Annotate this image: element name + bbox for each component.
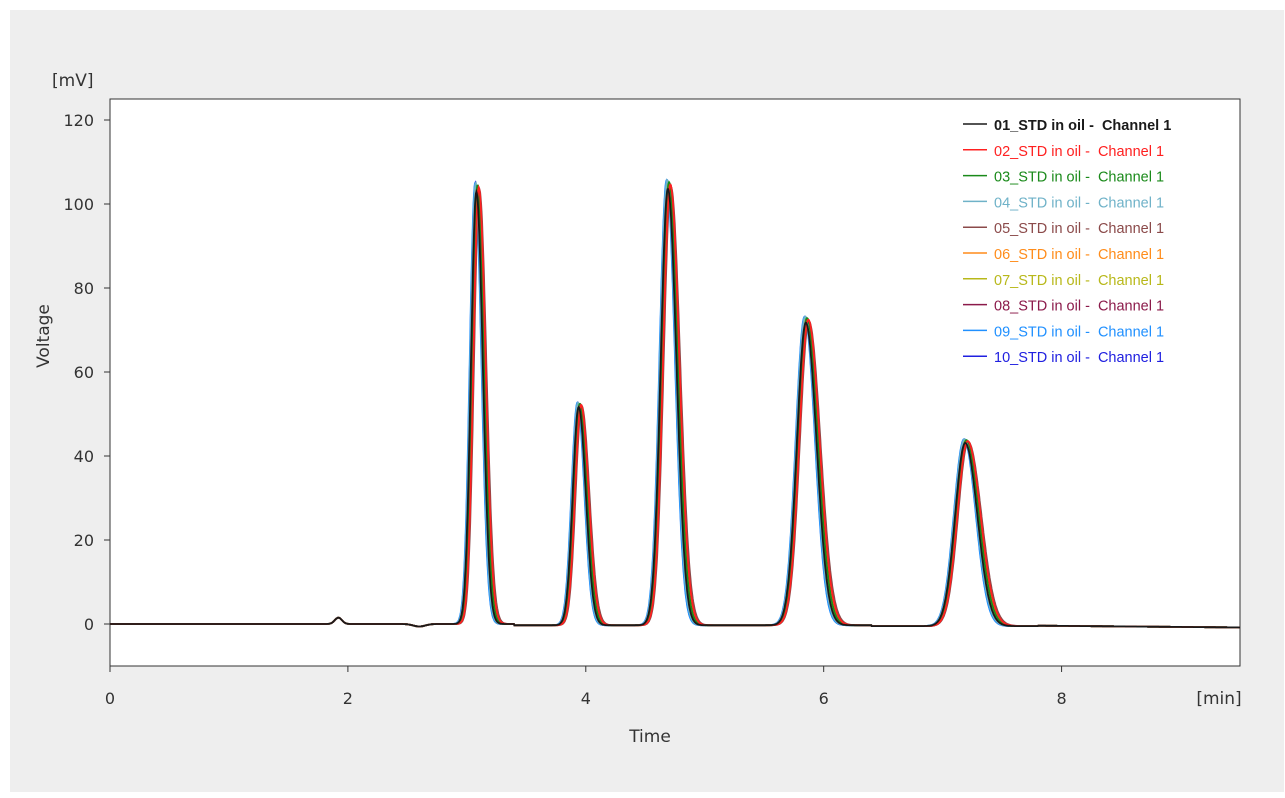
series-line-1 xyxy=(110,188,1240,629)
x-unit-label: [min] xyxy=(1196,689,1241,709)
y-tick-label: 80 xyxy=(74,279,94,298)
y-unit-label: [mV] xyxy=(52,71,93,91)
y-axis-title: Voltage xyxy=(34,304,54,368)
legend-label: 02_STD in oil - Channel 1 xyxy=(994,144,1164,160)
legend-label: 01_STD in oil - Channel 1 xyxy=(994,118,1171,134)
legend-label: 07_STD in oil - Channel 1 xyxy=(994,273,1164,289)
y-tick-label: 0 xyxy=(84,615,94,634)
x-axis-title: Time xyxy=(628,727,671,747)
y-tick-label: 120 xyxy=(63,111,94,130)
x-tick-label: 6 xyxy=(819,689,829,708)
x-tick-label: 0 xyxy=(105,689,115,708)
series-layer xyxy=(110,178,1240,629)
legend-label: 05_STD in oil - Channel 1 xyxy=(994,221,1164,237)
legend-label: 08_STD in oil - Channel 1 xyxy=(994,299,1164,315)
y-tick-label: 20 xyxy=(74,531,94,550)
legend-label: 04_STD in oil - Channel 1 xyxy=(994,195,1164,211)
legend: 01_STD in oil - Channel 1 02_STD in oil -… xyxy=(963,118,1171,366)
legend-label: 03_STD in oil - Channel 1 xyxy=(994,170,1164,186)
x-tick-label: 8 xyxy=(1056,689,1066,708)
x-tick-label: 2 xyxy=(343,689,353,708)
y-tick-label: 40 xyxy=(74,447,94,466)
x-tick-label: 4 xyxy=(581,689,591,708)
legend-label: 06_STD in oil - Channel 1 xyxy=(994,247,1164,263)
legend-label: 09_STD in oil - Channel 1 xyxy=(994,324,1164,340)
legend-label: 10_STD in oil - Channel 1 xyxy=(994,350,1164,366)
y-tick-label: 60 xyxy=(74,363,94,382)
y-tick-label: 100 xyxy=(63,195,94,214)
